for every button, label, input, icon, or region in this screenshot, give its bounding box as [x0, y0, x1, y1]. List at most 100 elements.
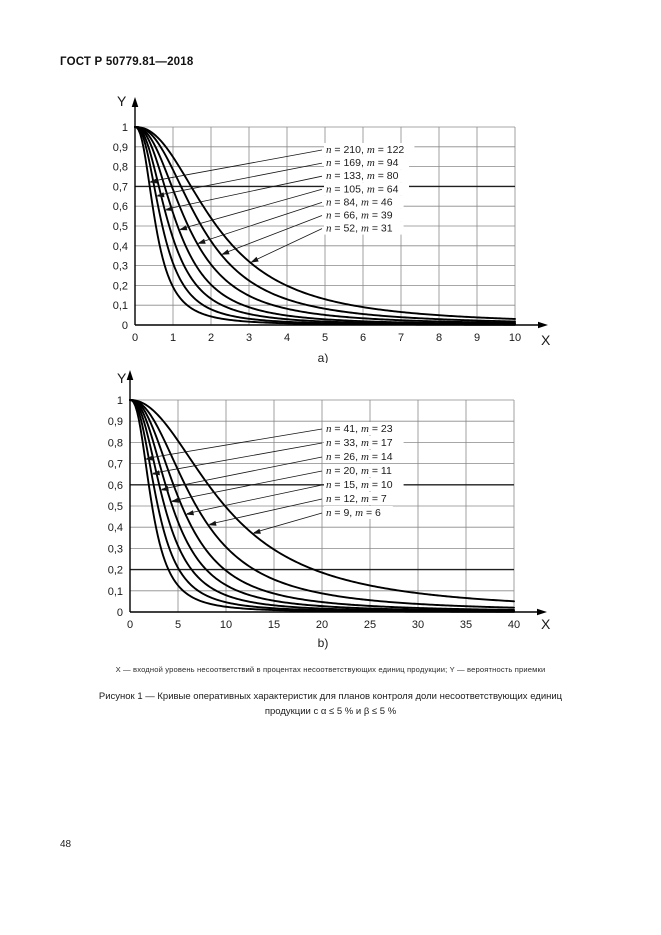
x-tick-label: 5 [322, 332, 328, 344]
x-tick-label: 20 [316, 619, 328, 631]
legend-entry: n = 52, m = 31 [326, 223, 393, 235]
y-axis-label: Y [117, 93, 127, 109]
leader-arrow-icon [170, 497, 180, 503]
legend-entry: n = 15, m = 10 [326, 479, 393, 491]
legend-entry: n = 33, m = 17 [326, 437, 393, 449]
x-tick-label: 10 [509, 332, 521, 344]
oc-curve [134, 126, 516, 320]
legend-entry: n = 9, m = 6 [326, 507, 381, 519]
legend: n = 41, m = 23 n = 33, m = 17 n = 26, m = … [145, 422, 404, 534]
y-axis-arrow-icon [131, 97, 139, 107]
y-tick-label: 0,7 [113, 181, 128, 193]
leader-arrow-icon [156, 192, 165, 198]
legend-leader-lines [145, 428, 323, 534]
y-tick-label: 0,7 [108, 459, 123, 471]
legend-entry-mask [324, 422, 404, 435]
legend-entry: n = 26, m = 14 [326, 451, 393, 463]
x-axis-arrow-icon [537, 608, 547, 616]
x-tick-label: 0 [132, 332, 138, 344]
legend-entry-mask [324, 450, 404, 463]
x-tick-label: 35 [460, 619, 472, 631]
x-tick-label: 4 [284, 332, 290, 344]
tick-labels: 0 1 2 3 4 5 6 7 8 9 10 0 0,1 0,2 0,3 0,4 0,5 0,6 0,7 0,8 0,9… [113, 122, 521, 344]
leader-arrow-icon [149, 178, 158, 184]
figure-caption-line1: Рисунок 1 — Кривые оперативных характери… [98, 691, 563, 702]
x-tick-label: 15 [268, 619, 280, 631]
legend-entry-mask [324, 221, 404, 235]
x-tick-label: 6 [360, 332, 366, 344]
page-number: 48 [60, 839, 72, 850]
leader-arrow-icon [160, 485, 169, 491]
x-tick-label: 1 [170, 332, 176, 344]
axis-note: X — входной уровень несоответствий в про… [115, 665, 546, 674]
y-tick-label: 0,4 [113, 241, 128, 253]
legend-entry: n = 133, m = 80 [326, 170, 399, 182]
chart-sublabel: a) [318, 351, 329, 363]
leader-arrow-icon [197, 238, 206, 244]
y-tick-label: 0,3 [108, 543, 123, 555]
oc-curve [129, 399, 515, 603]
x-tick-label: 0 [127, 619, 133, 631]
y-tick-label: 0,9 [113, 142, 128, 154]
y-axis-arrow-icon [126, 370, 134, 380]
oc-curve [129, 399, 515, 609]
oc-curve [134, 126, 516, 324]
y-tick-label: 0,1 [113, 300, 128, 312]
x-axis-label: X [541, 332, 551, 348]
y-axis-label: Y [117, 370, 127, 386]
x-tick-label: 25 [364, 619, 376, 631]
x-axis-label: X [541, 616, 551, 632]
legend-entry-mask [324, 492, 399, 505]
document-header: ГОСТ Р 50779.81—2018 [60, 56, 194, 68]
legend-entry-mask [324, 143, 415, 156]
legend-entry: n = 210, m = 122 [326, 144, 404, 156]
legend-entry-mask [324, 506, 393, 519]
leader-arrow-icon [252, 528, 261, 534]
legend-entry-mask [324, 182, 409, 196]
x-tick-label: 10 [220, 619, 232, 631]
x-tick-label: 3 [246, 332, 252, 344]
legend-entry-mask [324, 169, 409, 183]
figure-caption-line2: продукции с α ≤ 5 % и β ≤ 5 % [264, 706, 397, 717]
y-tick-label: 0,9 [108, 416, 123, 428]
leader-arrow-icon [185, 510, 194, 516]
legend-entry: n = 12, m = 7 [326, 493, 387, 505]
x-tick-label: 30 [412, 619, 424, 631]
leader-arrow-icon [164, 205, 174, 211]
x-tick-label: 7 [398, 332, 404, 344]
tick-labels: 0 5 10 15 20 25 30 35 40 0 0,1 0,2 0,3 0,4 0,5 0,6 0,7 0,… [108, 395, 520, 631]
legend-entry-mask [324, 156, 409, 170]
oc-curves [129, 399, 515, 613]
chart-a-oc-curves: 0 1 2 3 4 5 6 7 8 9 10 0 0,1 0,2 0,3 0,4 0,5 0,6 0,7 0,8 0,9… [113, 93, 551, 363]
x-axis-arrow-icon [538, 321, 548, 329]
oc-curve [129, 399, 515, 612]
legend-entry: n = 66, m = 39 [326, 210, 393, 222]
legend-entry: n = 105, m = 64 [326, 183, 399, 195]
y-tick-label: 0,3 [113, 261, 128, 273]
figure-caption: Рисунок 1 — Кривые оперативных характери… [0, 689, 661, 719]
x-tick-label: 9 [474, 332, 480, 344]
legend-entry: n = 20, m = 11 [326, 465, 392, 477]
legend-entry-mask [324, 478, 404, 491]
x-tick-label: 2 [208, 332, 214, 344]
y-tick-label: 0,6 [108, 480, 123, 492]
leader-arrow-icon [208, 520, 217, 526]
y-tick-label: 0,8 [113, 162, 128, 174]
legend-entry-mask [324, 464, 404, 477]
oc-curve [134, 126, 516, 325]
y-tick-label: 0,2 [108, 565, 123, 577]
y-tick-label: 0,5 [113, 221, 128, 233]
y-tick-label: 0,4 [108, 522, 123, 534]
leader-arrow-icon [151, 470, 160, 476]
legend-entry-mask [324, 195, 404, 209]
x-tick-label: 40 [508, 619, 520, 631]
legend-entry: n = 169, m = 94 [326, 157, 399, 169]
y-tick-label: 0 [122, 320, 128, 332]
y-tick-label: 1 [122, 122, 128, 134]
leader-arrow-icon [250, 256, 259, 263]
legend-entry: n = 41, m = 23 [326, 423, 393, 435]
leader-arrow-icon [179, 225, 188, 231]
oc-curve [129, 399, 515, 611]
